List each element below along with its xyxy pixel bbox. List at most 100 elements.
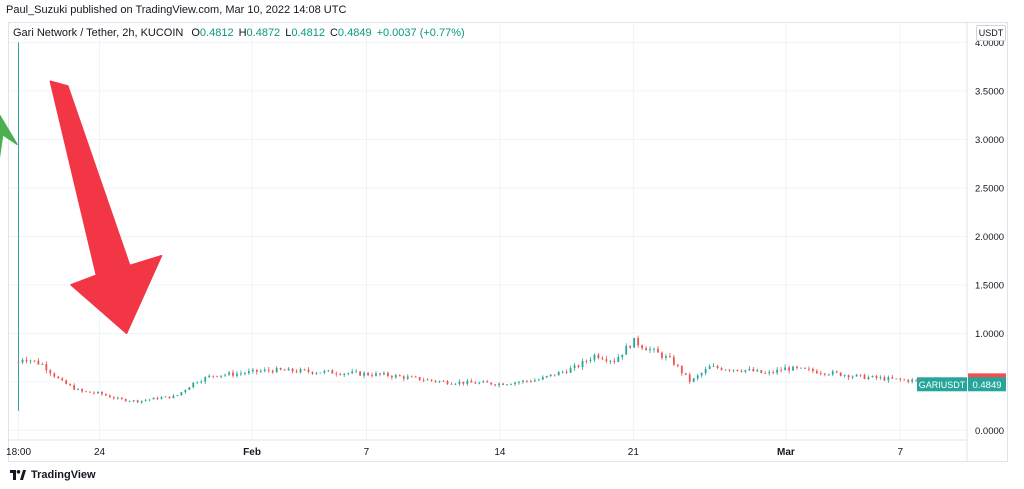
candle-body	[140, 400, 143, 403]
candle-body	[911, 379, 914, 382]
candle-body	[796, 366, 798, 368]
candle-body	[466, 380, 469, 384]
candle-body	[541, 377, 544, 380]
candle-body	[522, 380, 524, 382]
candle-body	[93, 392, 95, 394]
candlestick-series	[17, 42, 965, 411]
candle-body	[375, 373, 377, 376]
candle-body	[895, 378, 898, 380]
candle-body	[307, 369, 310, 372]
candle-body	[490, 382, 493, 385]
ticker-tag	[917, 377, 967, 392]
candle-body	[406, 376, 409, 379]
candle-body	[597, 354, 600, 359]
candle-body	[712, 366, 715, 367]
candle-body	[907, 379, 910, 382]
candle-body	[561, 371, 564, 373]
candle-body	[855, 374, 858, 377]
price-tick-label: 0.0000	[975, 426, 1004, 437]
symbol-name[interactable]: Gari Network / Tether, 2h, KUCOIN	[13, 27, 184, 39]
candle-body	[665, 356, 667, 358]
candle-body	[220, 375, 222, 377]
candle-body	[843, 375, 846, 376]
candle-body	[271, 370, 274, 373]
candle-body	[537, 379, 540, 381]
candle-body	[168, 396, 171, 399]
annotation-arrows	[0, 80, 163, 335]
candle-body	[672, 357, 675, 365]
candle-body	[879, 377, 882, 379]
candle-body	[327, 370, 330, 372]
price-tick-label: 1.5000	[975, 280, 1004, 291]
candle-body	[355, 371, 358, 373]
candle-body	[434, 380, 437, 382]
low-value: 0.4812	[291, 27, 325, 39]
high-label: H	[238, 27, 247, 39]
tradingview-footer[interactable]: TradingView	[10, 469, 96, 481]
candle-body	[192, 382, 195, 388]
candle-body	[502, 383, 504, 385]
candle-body	[831, 371, 834, 375]
chart-frame	[8, 22, 1008, 462]
candle-body	[61, 378, 64, 381]
close-value: 0.4849	[337, 27, 372, 39]
candle-body	[367, 372, 369, 376]
candle-body	[887, 377, 890, 381]
candle-body	[184, 389, 187, 393]
candle-body	[589, 359, 592, 361]
candle-body	[545, 376, 548, 378]
candle-body	[903, 379, 906, 381]
candle-body	[510, 384, 512, 385]
candle-body	[383, 372, 385, 375]
candle-body	[101, 391, 103, 395]
candle-body	[899, 378, 902, 380]
price-tick-label: 3.0000	[975, 135, 1004, 146]
candle-body	[629, 345, 632, 348]
candle-body	[204, 377, 207, 382]
candle-body	[347, 373, 350, 374]
candle-body	[244, 373, 246, 375]
candle-body	[573, 365, 576, 369]
candle-body	[73, 385, 76, 390]
candle-body	[609, 360, 612, 362]
candle-body	[446, 381, 449, 384]
candle-body	[81, 389, 83, 392]
time-tick-label: 21	[628, 447, 640, 458]
candle-body	[764, 373, 767, 374]
candle-body	[772, 372, 775, 373]
candle-body	[247, 371, 250, 374]
time-tick-label: 18:00	[6, 447, 31, 458]
candle-body	[533, 380, 536, 382]
candle-body	[462, 381, 465, 384]
time-tick-label: 14	[494, 447, 506, 458]
candle-body	[704, 369, 707, 374]
candle-body	[577, 365, 580, 368]
time-tick-label: Mar	[777, 447, 795, 458]
candle-body	[839, 372, 842, 376]
price-tick-label: 2.0000	[975, 232, 1004, 243]
candle-body	[120, 397, 123, 399]
candle-body	[371, 375, 373, 376]
candle-body	[744, 369, 747, 372]
candle-body	[232, 372, 234, 376]
currency-button[interactable]: USDT	[976, 25, 1006, 41]
candle-body	[259, 370, 262, 372]
candle-body	[85, 391, 87, 393]
candle-body	[518, 381, 520, 383]
candle-body	[716, 366, 719, 369]
candle-body	[128, 401, 131, 402]
candle-body	[863, 374, 866, 379]
candle-body	[37, 360, 40, 365]
candle-body	[569, 368, 572, 373]
tradingview-logo-icon	[10, 470, 26, 480]
candle-body	[144, 400, 147, 401]
candle-body	[21, 359, 24, 363]
candle-body	[827, 374, 830, 376]
close-label: C	[329, 27, 338, 39]
candle-body	[283, 369, 286, 371]
candle-body	[255, 369, 258, 372]
price-tick-label: 4.0000	[975, 38, 1004, 49]
candle-body	[97, 391, 99, 394]
candle-body	[29, 360, 32, 362]
